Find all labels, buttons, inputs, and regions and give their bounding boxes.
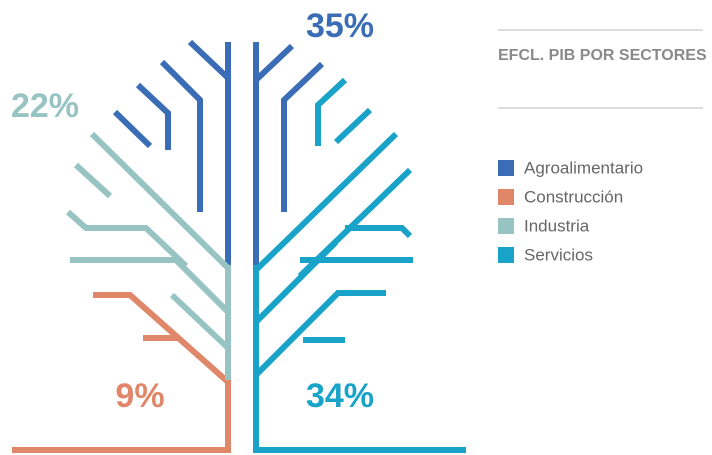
legend-label: Servicios [524,245,593,264]
legend-swatch [498,218,514,234]
branch [336,110,370,142]
chart-title: EFCL. PIB POR SECTORES [498,47,707,64]
legend-swatch [498,247,514,263]
branch [76,165,110,196]
chart: EFCL. PIB POR SECTORES 35% Agroalimentari… [0,0,712,455]
branch [345,228,410,236]
branch [92,134,228,268]
value-label: 22% [11,87,79,125]
branch [256,46,292,80]
value-label: 35% [306,7,374,45]
branch [115,112,150,146]
legend-label: Industria [524,216,590,235]
legend-label: Agroalimentario [524,158,643,177]
sector-branches [68,134,228,380]
legend-swatch [498,160,514,176]
value-label: 34% [306,377,374,415]
branch [190,42,228,78]
value-label: 9% [115,377,164,415]
legend-label: Construcción [524,187,623,206]
legend-swatch [498,189,514,205]
branch [70,260,228,312]
